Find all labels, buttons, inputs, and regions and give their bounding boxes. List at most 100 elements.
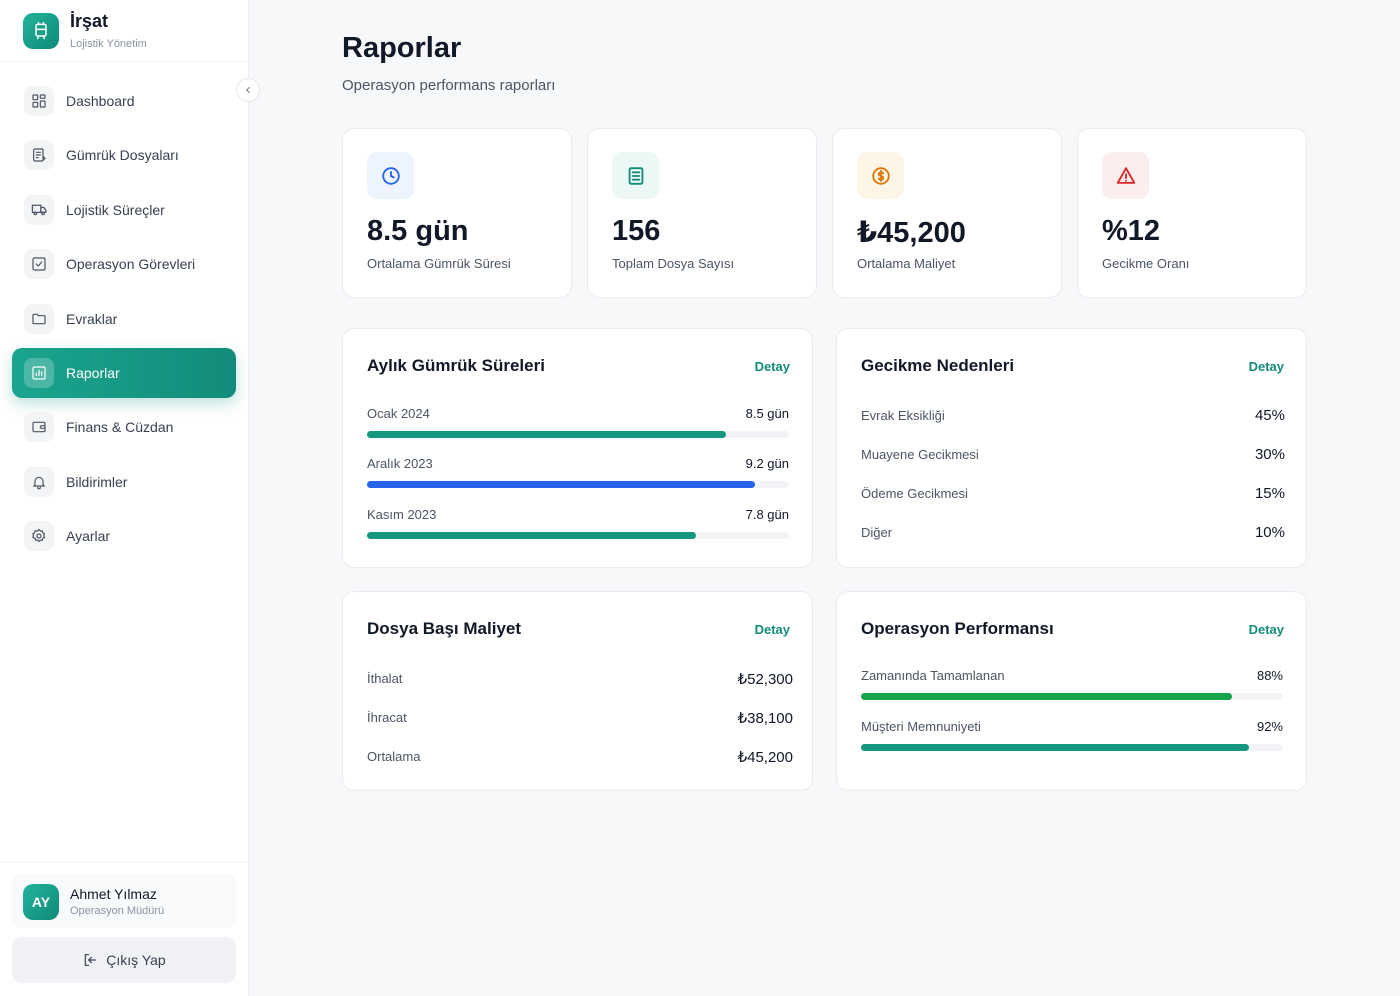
bar-label: Kasım 2023 <box>367 507 437 522</box>
detail-link[interactable]: Detay <box>754 622 790 637</box>
coin-icon <box>857 152 904 199</box>
list-item-value: 15% <box>1254 485 1285 502</box>
sidebar-item-dashboard[interactable]: Dashboard <box>12 76 236 126</box>
sidebar-item-label: Operasyon Görevleri <box>66 256 196 273</box>
avatar: AY <box>23 884 59 920</box>
list-item-label: Ortalama <box>367 749 421 764</box>
bar-value: 9.2 gün <box>745 456 789 471</box>
brand: İrşat Lojistik Yönetim <box>0 0 248 62</box>
list-item-value: ₺38,100 <box>737 710 793 727</box>
sidebar-item-bildirimler[interactable]: Bildirimler <box>12 457 236 507</box>
stat-value: 156 <box>612 215 661 247</box>
logout-label: Çıkış Yap <box>106 952 166 968</box>
grid-icon <box>24 86 54 116</box>
sidebar-item-ayarlar[interactable]: Ayarlar <box>12 511 236 561</box>
user-name: Ahmet Yılmaz <box>70 886 157 902</box>
bar-value: 7.8 gün <box>745 507 789 522</box>
brand-name: İrşat <box>70 11 109 31</box>
progress-track <box>367 532 789 539</box>
monthly-customs-card: Aylık Gümrük Süreleri Detay Ocak 2024 8.… <box>342 328 813 568</box>
list-item-value: 45% <box>1254 407 1285 424</box>
warning-icon <box>1102 152 1149 199</box>
bar-label: Zamanında Tamamlanan <box>861 668 1005 683</box>
list-item-value: 30% <box>1254 446 1285 463</box>
bar-value: 88% <box>1256 668 1283 683</box>
sidebar-item-label: Evraklar <box>66 310 118 327</box>
detail-link[interactable]: Detay <box>1248 359 1284 374</box>
sidebar-collapse-button[interactable] <box>236 78 260 102</box>
sidebar-item-raporlar[interactable]: Raporlar <box>12 347 236 398</box>
detail-link[interactable]: Detay <box>1248 622 1284 637</box>
truck-icon <box>24 194 54 225</box>
bar-label: Ocak 2024 <box>367 406 430 421</box>
sidebar-item-label: Gümrük Dosyaları <box>66 147 179 164</box>
document-list-icon <box>24 140 54 171</box>
sidebar-item-lojistik-surecler[interactable]: Lojistik Süreçler <box>12 185 236 235</box>
card-title: Gecikme Nedenleri <box>861 356 1015 375</box>
brand-logo-icon <box>23 13 59 49</box>
list-item-value: ₺52,300 <box>737 671 793 688</box>
progress-fill <box>861 693 1233 700</box>
sidebar-item-operasyon-gorevleri[interactable]: Operasyon Görevleri <box>12 239 236 289</box>
list-item-value: 10% <box>1254 524 1285 541</box>
cost-per-file-card: Dosya Başı Maliyet Detay İthalat ₺52,300… <box>342 591 813 791</box>
list-item-label: Diğer <box>861 525 893 540</box>
sidebar-item-finans-cuzdan[interactable]: Finans & Cüzdan <box>12 402 236 452</box>
clock-icon <box>367 152 414 199</box>
stat-card-avg-customs-time: 8.5 gün Ortalama Gümrük Süresi <box>342 128 572 298</box>
sidebar-item-label: Finans & Cüzdan <box>66 419 174 436</box>
card-title: Operasyon Performansı <box>861 619 1054 638</box>
stat-value: 8.5 gün <box>367 215 469 247</box>
bar-value: 8.5 gün <box>745 406 789 421</box>
progress-fill <box>367 532 697 539</box>
document-icon <box>612 152 659 199</box>
list-item-label: Ödeme Gecikmesi <box>861 486 968 501</box>
bar-value: 92% <box>1256 719 1283 734</box>
list-item-label: Evrak Eksikliği <box>861 408 945 423</box>
sidebar-item-label: Lojistik Süreçler <box>66 201 165 218</box>
card-title: Aylık Gümrük Süreleri <box>367 356 545 375</box>
progress-fill <box>367 431 726 438</box>
progress-fill <box>861 744 1250 751</box>
progress-fill <box>367 481 756 488</box>
sidebar-item-label: Ayarlar <box>66 528 111 545</box>
stat-value: ₺45,200 <box>857 217 966 249</box>
card-title: Dosya Başı Maliyet <box>367 619 522 638</box>
list-item-value: ₺45,200 <box>737 749 793 766</box>
page-title: Raporlar <box>342 32 462 64</box>
gear-icon <box>24 521 54 552</box>
stat-label: Ortalama Maliyet <box>857 256 956 271</box>
operation-performance-card: Operasyon Performansı Detay Zamanında Ta… <box>836 591 1307 791</box>
wallet-icon <box>24 412 54 443</box>
logout-icon <box>85 954 97 966</box>
brand-subtitle: Lojistik Yönetim <box>70 38 147 50</box>
sidebar-nav: Dashboard Gümrük Dosyaları Lojistik Süre… <box>12 76 236 566</box>
chevron-left-icon <box>246 87 250 93</box>
sidebar-item-label: Dashboard <box>66 93 135 109</box>
list-item-label: İthalat <box>367 671 403 686</box>
list-item-label: İhracat <box>367 710 407 725</box>
divider <box>0 862 248 863</box>
stat-label: Ortalama Gümrük Süresi <box>367 256 511 271</box>
progress-track <box>861 693 1283 700</box>
bar-label: Müşteri Memnuniyeti <box>861 719 981 734</box>
sidebar-item-evraklar[interactable]: Evraklar <box>12 294 236 344</box>
progress-track <box>367 431 789 438</box>
stat-card-delay-rate: %12 Gecikme Oranı <box>1077 128 1307 298</box>
detail-link[interactable]: Detay <box>754 359 790 374</box>
sidebar-item-label: Bildirimler <box>66 473 128 490</box>
checkbox-icon <box>24 249 54 280</box>
stat-label: Toplam Dosya Sayısı <box>612 256 735 271</box>
delay-reasons-card: Gecikme Nedenleri Detay Evrak Eksikliği … <box>836 328 1307 568</box>
sidebar-item-label: Raporlar <box>66 364 120 381</box>
page-subtitle: Operasyon performans raporları <box>342 77 556 94</box>
stat-value: %12 <box>1102 215 1161 247</box>
sidebar-item-gumruk-dosyalari[interactable]: Gümrük Dosyaları <box>12 130 236 180</box>
folder-icon <box>24 303 54 334</box>
list-item-label: Muayene Gecikmesi <box>861 447 979 462</box>
sidebar: İrşat Lojistik Yönetim Dashboard Gümrük … <box>0 0 260 996</box>
progress-track <box>861 744 1283 751</box>
logout-button[interactable]: Çıkış Yap <box>12 937 236 983</box>
user-card[interactable]: AY Ahmet Yılmaz Operasyon Müdürü <box>12 874 236 928</box>
stat-card-total-files: 156 Toplam Dosya Sayısı <box>587 128 817 298</box>
